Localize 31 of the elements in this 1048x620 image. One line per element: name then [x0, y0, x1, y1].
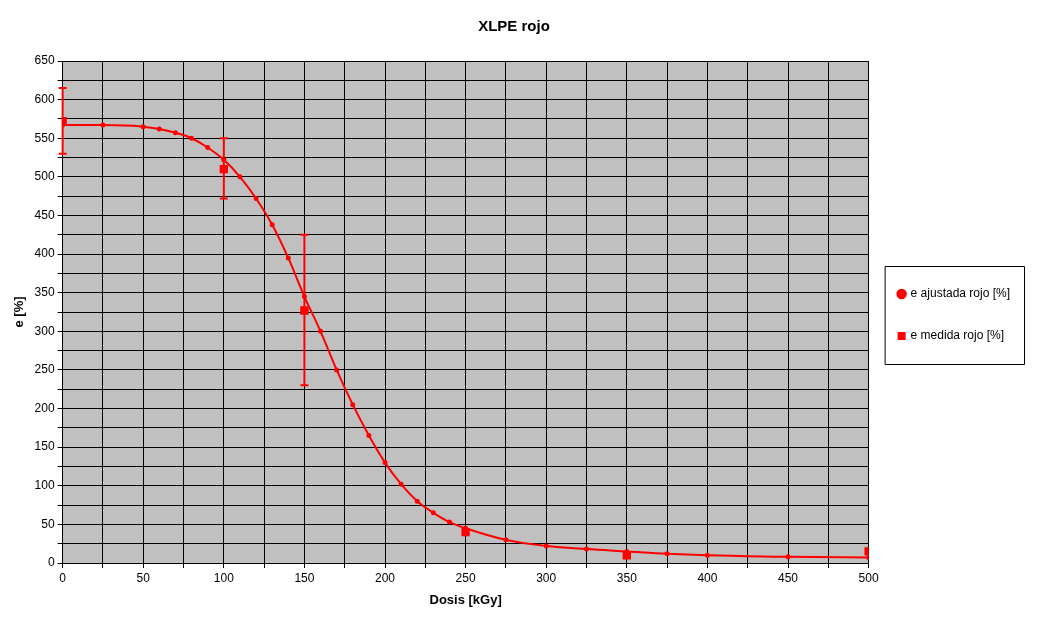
y-axis-title: e [%] [11, 296, 27, 328]
x-tick-label: 500 [858, 570, 879, 585]
x-tick-label: 350 [616, 570, 638, 585]
y-tick-label: 350 [34, 285, 55, 299]
y-tick-label: 650 [34, 53, 55, 68]
x-tick-label: 400 [697, 570, 718, 585]
y-tick-label: 150 [34, 439, 55, 454]
y-tick-label: 0 [47, 555, 55, 570]
x-tick-label: 0 [59, 570, 67, 585]
y-tick-label: 250 [34, 362, 55, 377]
x-tick-label: 150 [294, 570, 315, 585]
y-tick-label: 550 [34, 130, 55, 145]
x-tick-label: 250 [455, 570, 476, 585]
y-tick-label: 100 [34, 478, 55, 493]
legend-label: e ajustada rojo [%] [910, 286, 1011, 301]
y-tick-label: 500 [34, 169, 55, 184]
x-tick-label: 450 [777, 570, 799, 585]
chart-title: XLPE rojo [478, 17, 550, 35]
point [300, 306, 309, 315]
y-tick-label: 450 [34, 207, 55, 222]
y-tick-label: 50 [41, 516, 55, 531]
x-tick-label: 100 [213, 570, 235, 585]
x-tick-label: 200 [375, 570, 396, 585]
y-tick-label: 300 [34, 323, 55, 338]
y-tick-label: 200 [34, 400, 55, 415]
x-axis-title: Dosis [kGy] [429, 591, 502, 607]
legend-label: e medida rojo [%] [910, 328, 1004, 343]
x-tick-label: 50 [136, 570, 151, 585]
x-tick-label: 300 [536, 570, 557, 585]
y-tick-label: 400 [34, 246, 55, 261]
y-tick-label: 600 [34, 91, 55, 106]
